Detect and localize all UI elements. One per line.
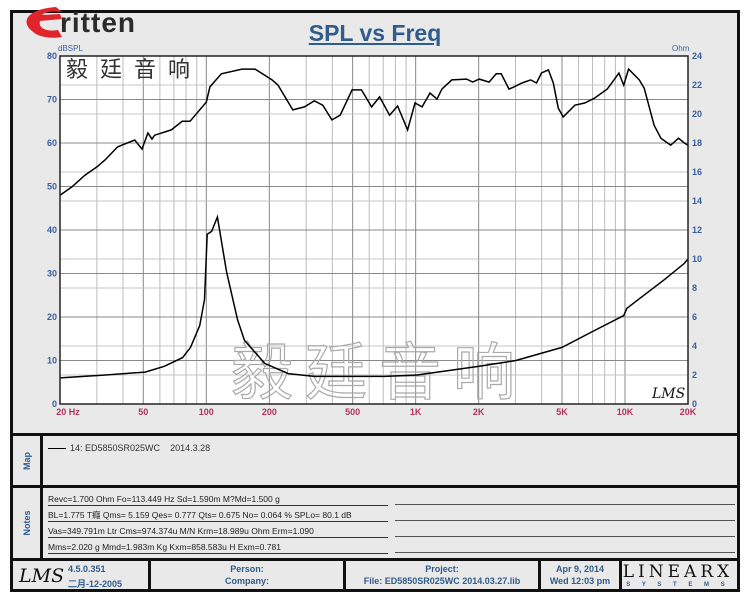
x-tick-label: 5K bbox=[556, 407, 568, 417]
note-rule bbox=[395, 520, 735, 521]
spl-curve bbox=[59, 67, 689, 196]
legend-entry: 14: ED5850SR025WC 2014.3.28 bbox=[48, 443, 210, 453]
x-tick-label: 2K bbox=[473, 407, 485, 417]
map-section: Map 14: ED5850SR025WC 2014.3.28 bbox=[13, 433, 737, 485]
y-left-tick-label: 10 bbox=[47, 356, 57, 366]
legend-line-icon bbox=[48, 448, 66, 450]
x-tick-label: 500 bbox=[345, 407, 360, 417]
y-left-tick-label: 60 bbox=[47, 138, 57, 148]
y-right-tick-label: 18 bbox=[692, 138, 702, 148]
y-left-tick-label: 40 bbox=[47, 225, 57, 235]
y-right-tick-label: 8 bbox=[692, 283, 697, 293]
logo-word: ritten bbox=[60, 7, 136, 38]
person-label: Person: bbox=[230, 564, 264, 574]
x-tick-label: 20K bbox=[680, 407, 697, 417]
footer-person-cell: Person: Company: bbox=[151, 561, 346, 592]
y-right-tick-label: 2 bbox=[692, 370, 697, 380]
build-date: 二月-12-2005 bbox=[68, 579, 123, 589]
notes-side: Notes bbox=[13, 488, 43, 558]
note-rule bbox=[395, 552, 735, 553]
linearx-logo: LINEARX S Y S T E M S bbox=[622, 561, 734, 592]
legend-name: 14: ED5850SR025WC bbox=[70, 443, 161, 453]
logo-swoosh-icon bbox=[26, 7, 63, 38]
y-left-tick-label: 70 bbox=[47, 95, 57, 105]
note-line: Vas=349.791m Ltr Cms=974.374u M/N Krm=18… bbox=[48, 526, 388, 538]
x-tick-label: 20 Hz bbox=[56, 407, 80, 417]
lms-signature: LMS bbox=[651, 386, 685, 402]
map-label: Map bbox=[21, 451, 32, 470]
notes-label: Notes bbox=[21, 510, 32, 536]
linearx-word: LINEARX bbox=[622, 562, 734, 582]
y-left-tick-label: 80 bbox=[47, 51, 57, 61]
y-left-tick-label: 50 bbox=[47, 182, 57, 192]
x-tick-label: 10K bbox=[617, 407, 634, 417]
project-label: Project: bbox=[425, 564, 459, 574]
x-tick-label: 50 bbox=[138, 407, 148, 417]
note-line: Mms=2.020 g Mmd=1.983m Kg Kxm=858.583u H… bbox=[48, 542, 388, 554]
note-rule bbox=[395, 536, 735, 537]
x-tick-label: 200 bbox=[262, 407, 277, 417]
y-left-tick-label: 30 bbox=[47, 269, 57, 279]
y-right-tick-label: 4 bbox=[692, 341, 697, 351]
y-right-tick-label: 16 bbox=[692, 167, 702, 177]
note-line: Revc=1.700 Ohm Fo=113.449 Hz Sd=1.590m M… bbox=[48, 494, 388, 506]
y-right-tick-label: 22 bbox=[692, 80, 702, 90]
lms-logo: LMS bbox=[19, 565, 65, 587]
y-left-axis-label: dBSPL bbox=[58, 44, 83, 53]
note-rule bbox=[395, 504, 735, 505]
legend-date: 2014.3.28 bbox=[170, 443, 211, 453]
x-tick-label: 1K bbox=[410, 407, 422, 417]
y-left-tick-label: 0 bbox=[52, 399, 57, 409]
x-tick-label: 100 bbox=[199, 407, 214, 417]
eritten-logo: ritten bbox=[18, 5, 188, 45]
plot-border bbox=[59, 55, 689, 405]
version: 4.5.0.351 bbox=[68, 564, 106, 574]
time: Wed 12:03 pm bbox=[549, 576, 611, 586]
y-right-tick-label: 24 bbox=[692, 51, 702, 61]
map-side: Map bbox=[13, 436, 43, 485]
file-label: File: ED5850SR025WC 2014.03.27.lib bbox=[363, 576, 521, 586]
footer-version-cell: LMS 4.5.0.351 二月-12-2005 bbox=[13, 561, 151, 592]
impedance-curve bbox=[59, 214, 689, 379]
y-right-axis-label: Ohm bbox=[672, 44, 690, 53]
footer-project-cell: Project: File: ED5850SR025WC 2014.03.27.… bbox=[346, 561, 541, 592]
linearx-sub: S Y S T E M S bbox=[626, 582, 730, 588]
date: Apr 9, 2014 bbox=[555, 564, 605, 574]
y-left-tick-label: 20 bbox=[47, 312, 57, 322]
y-right-tick-label: 0 bbox=[692, 399, 697, 409]
y-right-tick-label: 12 bbox=[692, 225, 702, 235]
logo-chinese: 毅廷音响 bbox=[66, 58, 203, 83]
note-line: BL=1.775 T癮 Qms= 5.159 Qes= 0.777 Qts= 0… bbox=[48, 510, 388, 522]
company-label: Company: bbox=[224, 576, 269, 586]
y-right-tick-label: 6 bbox=[692, 312, 697, 322]
notes-section: Notes Revc=1.700 Ohm Fo=113.449 Hz Sd=1.… bbox=[13, 485, 737, 558]
y-right-tick-label: 14 bbox=[692, 196, 702, 206]
footer-date-cell: Apr 9, 2014 Wed 12:03 pm bbox=[541, 561, 622, 592]
footer: LMS 4.5.0.351 二月-12-2005 Person: Company… bbox=[13, 558, 737, 592]
y-right-tick-label: 20 bbox=[692, 109, 702, 119]
watermark: 毅廷音响 bbox=[231, 336, 527, 409]
chart-title: SPL vs Freq bbox=[308, 20, 442, 46]
y-right-tick-label: 10 bbox=[692, 254, 702, 264]
